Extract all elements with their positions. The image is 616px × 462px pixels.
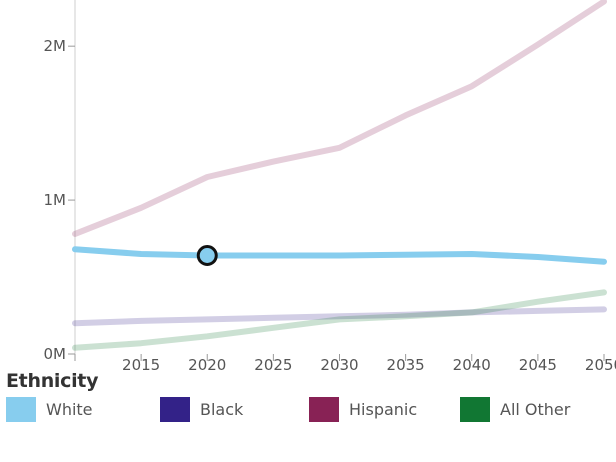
series-line-black bbox=[72, 306, 607, 327]
y-tick-label: 0M bbox=[44, 345, 67, 363]
series-line-all-other bbox=[72, 289, 607, 351]
x-tick-label: 2025 bbox=[254, 356, 292, 370]
legend-item-hispanic[interactable]: Hispanic bbox=[309, 397, 417, 422]
y-tick-label: 1M bbox=[44, 191, 67, 209]
x-tick-label: 2015 bbox=[122, 356, 160, 370]
line-chart: 0M 1M 2M 2015 2020 2025 2030 2035 2040 2045 2050 bbox=[44, 0, 616, 370]
x-tick-label: 2035 bbox=[387, 356, 425, 370]
legend-item-all-other[interactable]: All Other bbox=[460, 397, 570, 422]
legend-swatch-hispanic bbox=[309, 397, 339, 422]
legend-label-white: White bbox=[46, 400, 93, 419]
legend-swatch-black bbox=[160, 397, 190, 422]
legend-label-hispanic: Hispanic bbox=[349, 400, 418, 419]
x-tick-label: 2050 bbox=[585, 356, 616, 370]
legend-swatch-all-other bbox=[460, 397, 490, 422]
y-tick-label: 2M bbox=[44, 37, 67, 55]
legend-label-black: Black bbox=[200, 400, 244, 419]
x-tick-label: 2040 bbox=[453, 356, 491, 370]
chart-highlight-marker bbox=[196, 244, 218, 266]
chart-series-lines bbox=[72, 0, 607, 351]
series-line-hispanic bbox=[72, 0, 607, 237]
legend-item-black[interactable]: Black bbox=[160, 397, 243, 422]
legend-label-all-other: All Other bbox=[500, 400, 571, 419]
x-tick-label: 2030 bbox=[320, 356, 358, 370]
legend-items: White Black Hispanic All Other bbox=[6, 397, 612, 427]
chart-ticks: 0M 1M 2M 2015 2020 2025 2030 2035 2040 2045 2050 bbox=[44, 37, 616, 370]
x-tick-label: 2045 bbox=[519, 356, 557, 370]
series-line-white bbox=[72, 246, 607, 265]
legend: Ethnicity White Black Hispanic All Other bbox=[6, 370, 612, 427]
highlight-point bbox=[196, 244, 218, 266]
x-tick-label: 2020 bbox=[188, 356, 226, 370]
legend-item-white[interactable]: White bbox=[6, 397, 93, 422]
legend-swatch-white bbox=[6, 397, 36, 422]
legend-title: Ethnicity bbox=[6, 370, 99, 392]
